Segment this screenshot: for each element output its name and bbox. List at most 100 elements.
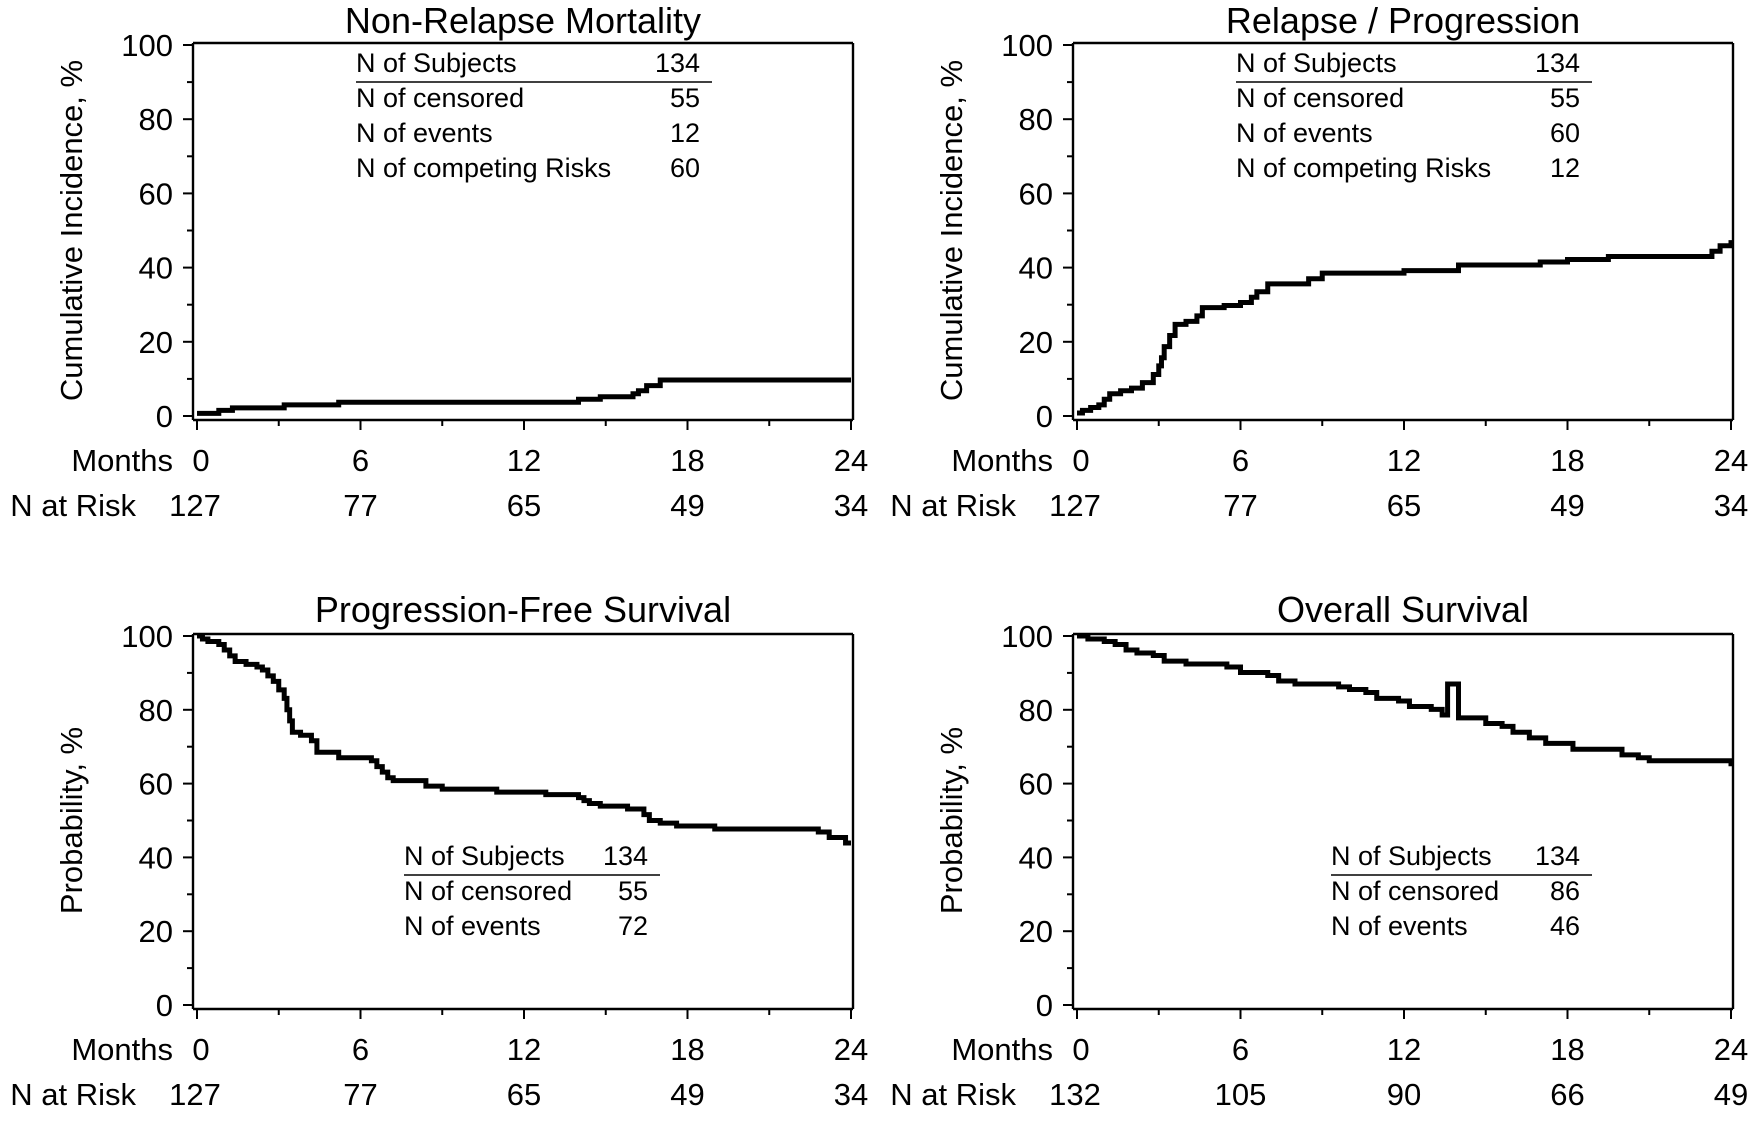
x-tick-label: 18	[670, 1032, 704, 1067]
survival-curve	[197, 377, 851, 416]
stats-label: N of censored	[1331, 876, 1499, 906]
x-tick-label: 18	[670, 443, 704, 478]
chart-panel-3: Progression-Free Survival020406080100Mon…	[10, 589, 868, 1112]
stats-value: 134	[1535, 48, 1580, 78]
y-tick-label: 40	[1019, 251, 1053, 286]
y-axis-label: Cumulative Incidence, %	[54, 60, 89, 401]
stats-value: 72	[618, 911, 648, 941]
y-tick-label: 40	[139, 840, 173, 875]
at-risk-value: 77	[1223, 488, 1257, 523]
y-tick-label: 60	[1019, 767, 1053, 802]
stats-value: 12	[1550, 153, 1580, 183]
x-tick-label: 24	[1714, 443, 1748, 478]
at-risk-value: 90	[1387, 1077, 1421, 1112]
y-tick-label: 0	[156, 399, 173, 434]
y-tick-label: 80	[139, 102, 173, 137]
x-tick-label: 6	[352, 443, 369, 478]
x-tick-label: 24	[834, 443, 868, 478]
y-tick-label: 20	[139, 914, 173, 949]
survival-curve	[1077, 240, 1734, 416]
y-tick-label: 20	[1019, 325, 1053, 360]
chart-panel-2: Relapse / Progression 0 20 40 60 80 100 Months 0…	[890, 0, 1748, 523]
at-risk-value: 34	[834, 488, 868, 523]
at-risk-value: 49	[1714, 1077, 1748, 1112]
x-tick-label: 6	[352, 1032, 369, 1067]
stats-value: 60	[1550, 118, 1580, 148]
x-tick-label: 12	[507, 1032, 541, 1067]
x-tick-label: 6	[1232, 1032, 1249, 1067]
at-risk-value: 65	[1387, 488, 1421, 523]
y-tick-label: 40	[1019, 840, 1053, 875]
stats-value: 134	[1535, 841, 1580, 871]
at-risk-value: 34	[1714, 488, 1748, 523]
stats-value: 134	[655, 48, 700, 78]
y-tick-label: 60	[139, 767, 173, 802]
chart-panel-4: Overall Survival 0 20 40 60 80 100 Months 0 6 12 18…	[890, 589, 1748, 1112]
at-risk-value: 105	[1215, 1077, 1267, 1112]
y-tick-label: 60	[1019, 176, 1053, 211]
stats-value: 55	[670, 83, 700, 113]
y-tick-label: 0	[156, 988, 173, 1023]
at-risk-value: 49	[1550, 488, 1584, 523]
stats-label: N of events	[404, 911, 541, 941]
stats-value: 86	[1550, 876, 1580, 906]
at-risk-value: 77	[343, 488, 377, 523]
stats-label: N of censored	[356, 83, 524, 113]
x-tick-label: 18	[1550, 443, 1584, 478]
y-tick-label: 40	[139, 251, 173, 286]
y-tick-label: 0	[1036, 399, 1053, 434]
x-tick-label: 12	[1387, 1032, 1421, 1067]
stats-label: N of Subjects	[1331, 841, 1492, 871]
stats-label: N of competing Risks	[1236, 153, 1491, 183]
y-tick-label: 20	[139, 325, 173, 360]
stats-label: N of competing Risks	[356, 153, 611, 183]
at-risk-row-label: N at Risk	[890, 1077, 1016, 1112]
stats-value: 134	[603, 841, 648, 871]
y-tick-label: 100	[121, 619, 173, 654]
at-risk-row-label: N at Risk	[890, 488, 1016, 523]
stats-label: N of Subjects	[1236, 48, 1397, 78]
stats-value: 55	[618, 876, 648, 906]
stats-value: 60	[670, 153, 700, 183]
y-axis-label: Probability, %	[54, 727, 89, 914]
at-risk-value: 34	[834, 1077, 868, 1112]
chart-panel-1: Non-Relapse Mortality 0 20 40 60 80 100 Months 0…	[10, 0, 868, 523]
stats-label: N of censored	[1236, 83, 1404, 113]
x-tick-label: 12	[507, 443, 541, 478]
x-tick-label: 0	[1072, 443, 1089, 478]
chart-title: Non-Relapse Mortality	[345, 0, 701, 41]
y-tick-label: 80	[139, 693, 173, 728]
at-risk-value: 66	[1550, 1077, 1584, 1112]
stats-label: N of events	[1331, 911, 1468, 941]
y-tick-label: 100	[1001, 28, 1053, 63]
stats-value: 55	[1550, 83, 1580, 113]
x-tick-label: 0	[192, 1032, 209, 1067]
at-risk-row-label: N at Risk	[10, 488, 136, 523]
at-risk-value: 132	[1049, 1077, 1101, 1112]
at-risk-value: 65	[507, 488, 541, 523]
y-axis-label: Cumulative Incidence, %	[934, 60, 969, 401]
stats-value: 12	[670, 118, 700, 148]
x-tick-label: 24	[834, 1032, 868, 1067]
survival-curve	[197, 633, 851, 846]
chart-title: Overall Survival	[1277, 589, 1529, 630]
x-axis-label: Months	[71, 443, 173, 478]
x-tick-label: 24	[1714, 1032, 1748, 1067]
y-tick-label: 100	[1001, 619, 1053, 654]
y-axis-label: Probability, %	[934, 727, 969, 914]
x-tick-label: 18	[1550, 1032, 1584, 1067]
y-tick-label: 80	[1019, 102, 1053, 137]
x-axis-label: Months	[951, 443, 1053, 478]
y-tick-label: 60	[139, 176, 173, 211]
stats-label: N of Subjects	[356, 48, 517, 78]
stats-label: N of events	[1236, 118, 1373, 148]
x-tick-label: 6	[1232, 443, 1249, 478]
at-risk-value: 77	[343, 1077, 377, 1112]
y-tick-label: 0	[1036, 988, 1053, 1023]
x-axis-label: Months	[951, 1032, 1053, 1067]
at-risk-value: 49	[670, 488, 704, 523]
stats-value: 46	[1550, 911, 1580, 941]
at-risk-row-label: N at Risk	[10, 1077, 136, 1112]
at-risk-value: 49	[670, 1077, 704, 1112]
at-risk-value: 127	[169, 1077, 221, 1112]
